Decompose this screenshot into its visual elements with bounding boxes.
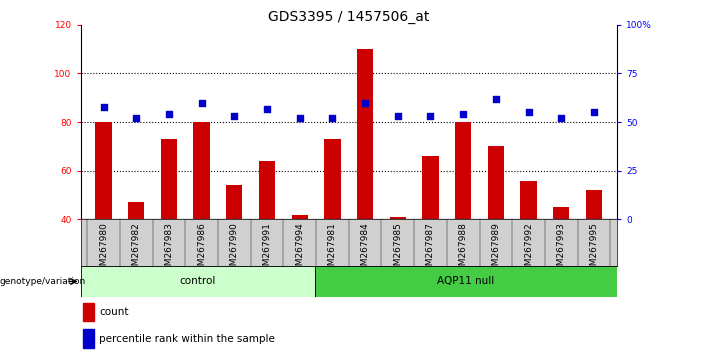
Bar: [455, 122, 471, 219]
Bar: [83, 329, 94, 348]
Point: [425, 113, 436, 119]
Bar: [520, 181, 537, 219]
Point: [98, 104, 109, 109]
Text: percentile rank within the sample: percentile rank within the sample: [100, 334, 275, 344]
Point: [458, 112, 469, 117]
Text: GSM267988: GSM267988: [458, 222, 468, 277]
Text: GSM267980: GSM267980: [99, 222, 108, 277]
Text: genotype/variation: genotype/variation: [0, 277, 86, 286]
Point: [327, 115, 338, 121]
Point: [523, 110, 534, 115]
Text: control: control: [179, 276, 216, 286]
Bar: [488, 147, 504, 219]
Text: GSM267990: GSM267990: [230, 222, 239, 277]
Bar: [95, 122, 111, 219]
Bar: [586, 190, 602, 219]
Point: [163, 112, 175, 117]
Bar: [292, 215, 308, 219]
Point: [196, 100, 207, 105]
FancyBboxPatch shape: [81, 266, 315, 297]
Text: GSM267994: GSM267994: [295, 222, 304, 276]
Bar: [226, 185, 243, 219]
Text: GSM267983: GSM267983: [165, 222, 173, 277]
Point: [130, 115, 142, 121]
Text: GSM267987: GSM267987: [426, 222, 435, 277]
Text: GSM267986: GSM267986: [197, 222, 206, 277]
Bar: [259, 161, 275, 219]
Bar: [357, 49, 373, 219]
Text: GSM267984: GSM267984: [360, 222, 369, 276]
Text: GSM267992: GSM267992: [524, 222, 533, 276]
Bar: [325, 139, 341, 219]
Point: [360, 100, 371, 105]
Text: GSM267993: GSM267993: [557, 222, 566, 277]
Bar: [390, 217, 406, 219]
Text: GSM267995: GSM267995: [590, 222, 599, 277]
FancyBboxPatch shape: [315, 266, 617, 297]
Bar: [193, 122, 210, 219]
Point: [588, 110, 599, 115]
Point: [392, 113, 403, 119]
Bar: [422, 156, 439, 219]
Text: GSM267985: GSM267985: [393, 222, 402, 277]
Title: GDS3395 / 1457506_at: GDS3395 / 1457506_at: [268, 10, 430, 24]
Text: GSM267982: GSM267982: [132, 222, 141, 276]
Text: GSM267991: GSM267991: [262, 222, 271, 277]
Text: AQP11 null: AQP11 null: [437, 276, 495, 286]
Text: GSM267989: GSM267989: [491, 222, 501, 277]
Point: [261, 105, 273, 111]
Text: count: count: [100, 307, 129, 317]
Bar: [128, 202, 144, 219]
Bar: [83, 303, 94, 321]
Point: [556, 115, 567, 121]
Bar: [553, 207, 569, 219]
Bar: [161, 139, 177, 219]
Text: GSM267981: GSM267981: [328, 222, 337, 277]
Point: [294, 115, 306, 121]
Point: [229, 113, 240, 119]
Point: [490, 96, 501, 102]
